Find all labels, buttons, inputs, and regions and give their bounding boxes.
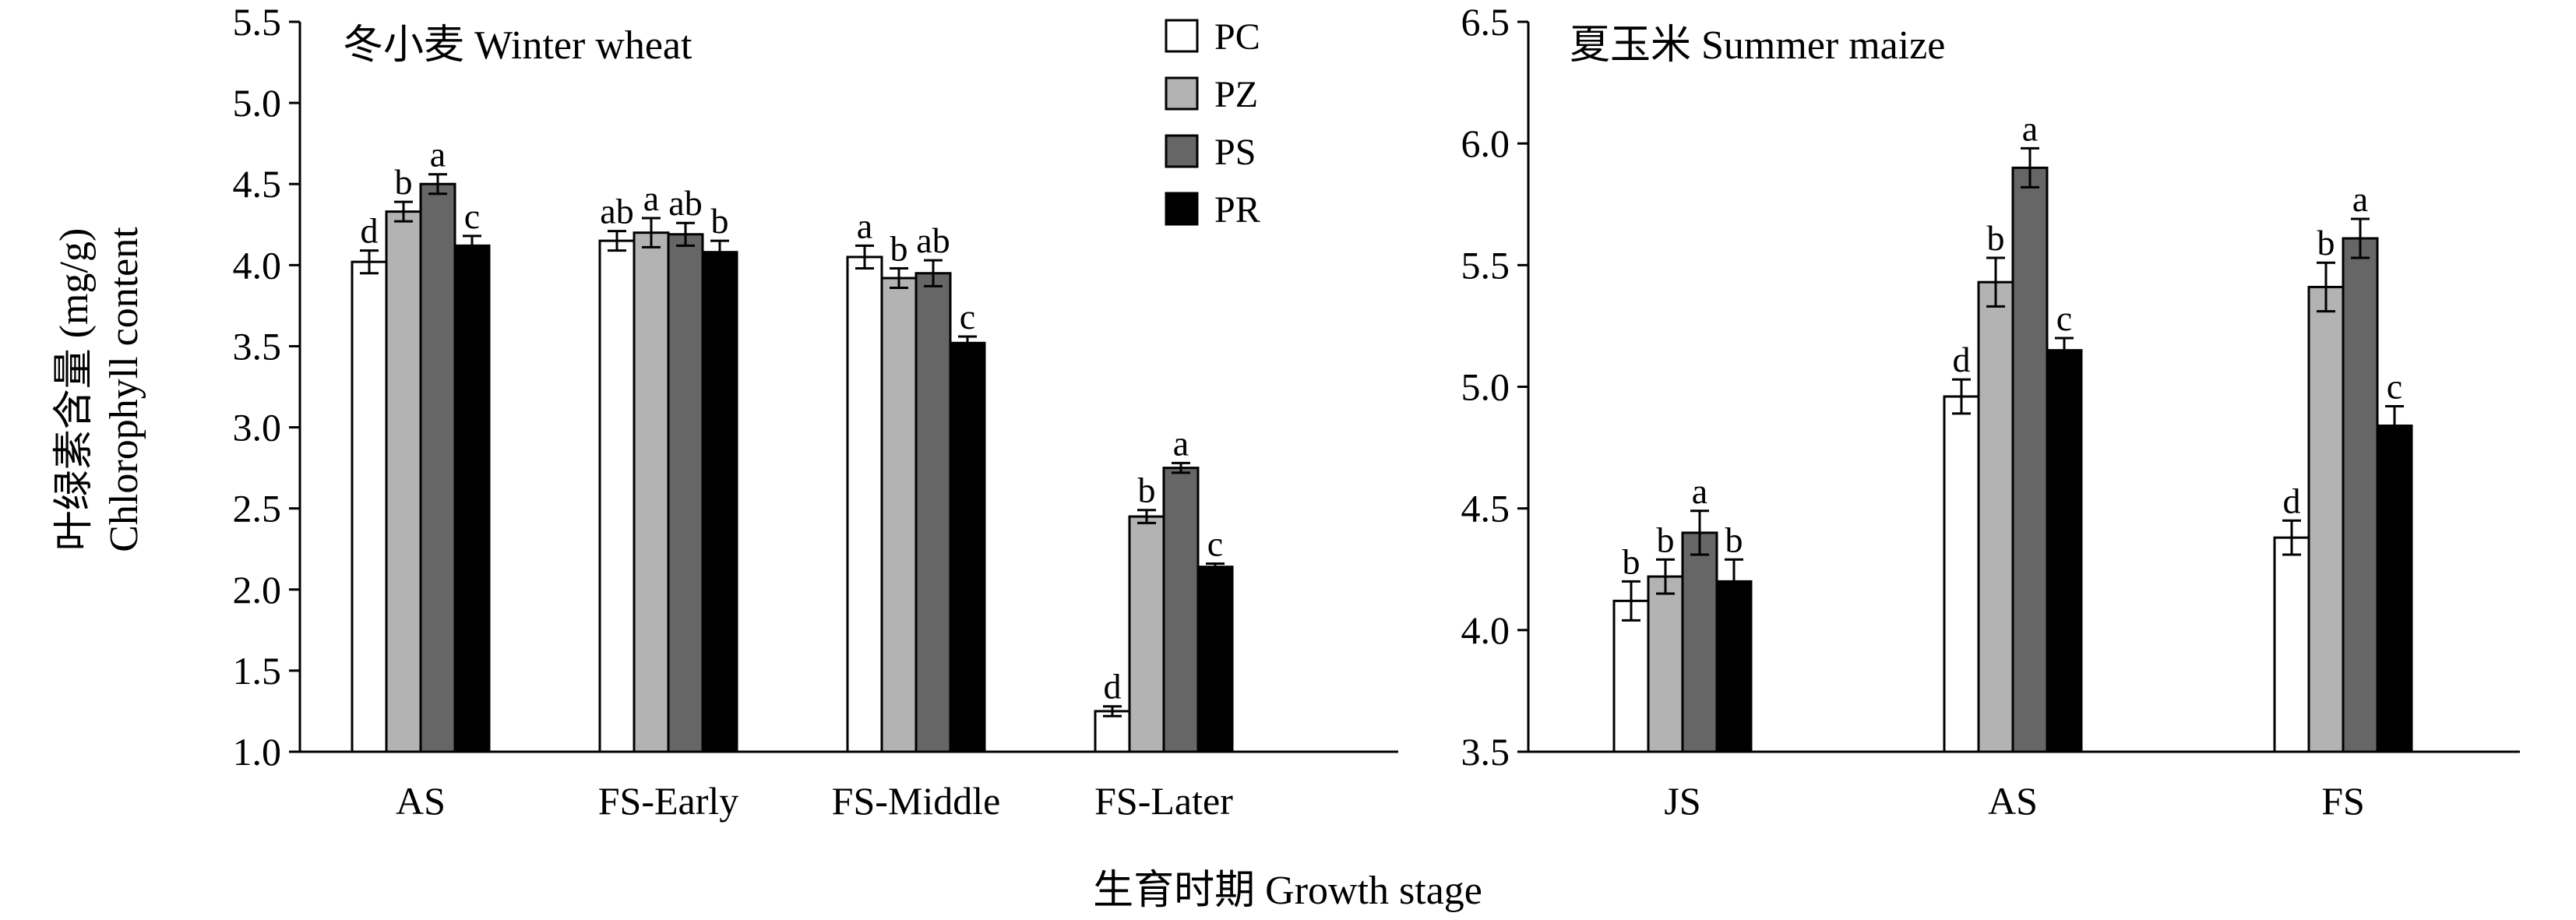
y-tick-label: 5.0 xyxy=(1461,365,1510,409)
y-axis-label-cn: 叶绿素含量 (mg/g) xyxy=(52,228,97,552)
winter-wheat-panel: 1.0 1.5 2.0 2.5 3.0 3.5 4.0 4.5 5.0 5.5 冬小麦 Winter… xyxy=(233,0,1398,823)
bar-pc-js xyxy=(1612,599,1650,753)
significance-label: b xyxy=(1623,541,1640,581)
significance-label: a xyxy=(2022,108,2038,148)
significance-label: d xyxy=(361,211,379,251)
legend-swatch-pz xyxy=(1165,76,1199,111)
y-tick-label: 3.5 xyxy=(233,324,282,368)
significance-label: b xyxy=(890,228,908,268)
x-tick-label: JS xyxy=(1664,779,1700,823)
bar-pz-fs-early xyxy=(633,231,670,753)
significance-label: c xyxy=(960,297,975,337)
bar-ps-fs-middle xyxy=(914,272,952,753)
bar-pz-fs-later xyxy=(1128,515,1165,753)
bar-pc-fs-later xyxy=(1094,710,1131,753)
legend-label-pz: PZ xyxy=(1214,74,1258,115)
legend-label-pr: PR xyxy=(1214,189,1260,231)
y-tick-label: 5.5 xyxy=(233,0,282,44)
legend-label-pc: PC xyxy=(1214,16,1260,58)
legend-label-ps: PS xyxy=(1214,132,1256,173)
significance-label: b xyxy=(1657,520,1675,559)
significance-label: ab xyxy=(916,220,950,260)
bar-pc-fs xyxy=(2273,536,2310,753)
bar-ps-as xyxy=(419,182,456,753)
y-tick-label: 5.5 xyxy=(1461,243,1510,287)
bar-pz-fs-middle xyxy=(880,277,918,753)
significance-label: a xyxy=(430,135,446,174)
significance-label: d xyxy=(1953,340,1971,379)
legend-swatch-pc xyxy=(1165,19,1199,53)
y-tick-label: 1.5 xyxy=(233,649,282,693)
bar-pr-fs-early xyxy=(701,251,738,753)
significance-label: c xyxy=(1207,523,1223,563)
bar-pc-fs-early xyxy=(598,239,636,753)
chart-title: 夏玉米 Summer maize xyxy=(1570,23,1945,68)
bar-pr-as xyxy=(453,244,491,753)
bar-ps-fs-early xyxy=(667,233,704,753)
bar-pr-as xyxy=(2046,349,2083,753)
y-tick-label: 4.5 xyxy=(1461,487,1510,530)
y-tick-label: 6.0 xyxy=(1461,122,1510,165)
bar-pz-as xyxy=(385,210,422,753)
y-tick-label: 4.0 xyxy=(1461,608,1510,652)
y-tick-label: 4.5 xyxy=(233,162,282,206)
significance-label: c xyxy=(464,196,480,236)
y-tick-label: 2.0 xyxy=(233,568,282,612)
y-tick-label: 3.5 xyxy=(1461,730,1510,774)
bar-pz-fs xyxy=(2307,285,2345,753)
bar-pc-as xyxy=(1943,395,1980,753)
x-tick-label: FS xyxy=(2321,779,2365,823)
significance-label: ab xyxy=(668,183,702,223)
significance-label: a xyxy=(643,178,659,218)
y-tick-label: 6.5 xyxy=(1461,0,1510,44)
bar-ps-fs xyxy=(2342,237,2379,753)
x-tick-label: AS xyxy=(1988,779,2038,823)
significance-label: b xyxy=(711,201,729,241)
bar-ps-js xyxy=(1681,531,1718,753)
significance-label: b xyxy=(1725,520,1743,559)
y-axis-label-en: Chlorophyll content xyxy=(102,227,146,552)
x-tick-label: FS-Early xyxy=(598,779,739,823)
legend-swatch-pr xyxy=(1165,192,1199,226)
bar-pr-fs-later xyxy=(1196,566,1234,753)
y-tick-label: 5.0 xyxy=(233,81,282,125)
x-tick-label: FS-Later xyxy=(1094,779,1233,823)
significance-label: b xyxy=(1138,471,1156,510)
x-axis-label: 生育时期 Growth stage xyxy=(1093,869,1482,913)
significance-label: a xyxy=(2352,179,2368,219)
bar-ps-as xyxy=(2011,166,2049,753)
bar-pz-as xyxy=(1977,280,2014,753)
significance-label: b xyxy=(395,162,413,202)
significance-label: c xyxy=(2056,298,2072,338)
significance-label: a xyxy=(1692,471,1707,511)
chart-title: 冬小麦 Winter wheat xyxy=(343,23,692,68)
significance-label: b xyxy=(2317,223,2335,263)
bar-ps-fs-later xyxy=(1162,467,1200,753)
significance-label: d xyxy=(2283,481,2301,520)
y-tick-label: 2.5 xyxy=(233,487,282,530)
bar-pc-as xyxy=(351,260,388,753)
bar-pr-fs-middle xyxy=(949,341,986,753)
significance-label: b xyxy=(1987,218,2005,258)
y-tick-label: 3.0 xyxy=(233,406,282,449)
significance-label: a xyxy=(857,206,872,245)
bar-pr-js xyxy=(1715,580,1753,753)
legend: PC PZ PS PR xyxy=(1165,16,1260,231)
x-tick-label: FS-Middle xyxy=(832,779,1001,823)
y-tick-label: 4.0 xyxy=(233,243,282,287)
significance-label: a xyxy=(1173,423,1189,463)
x-tick-label: AS xyxy=(396,779,446,823)
bar-pc-fs-middle xyxy=(846,256,883,753)
bar-pz-js xyxy=(1647,575,1684,753)
significance-label: c xyxy=(2387,366,2402,406)
significance-label: d xyxy=(1104,667,1122,707)
significance-label: ab xyxy=(600,192,633,231)
y-tick-label: 1.0 xyxy=(233,730,282,774)
bar-pr-fs xyxy=(2376,424,2413,753)
legend-swatch-ps xyxy=(1165,134,1199,168)
